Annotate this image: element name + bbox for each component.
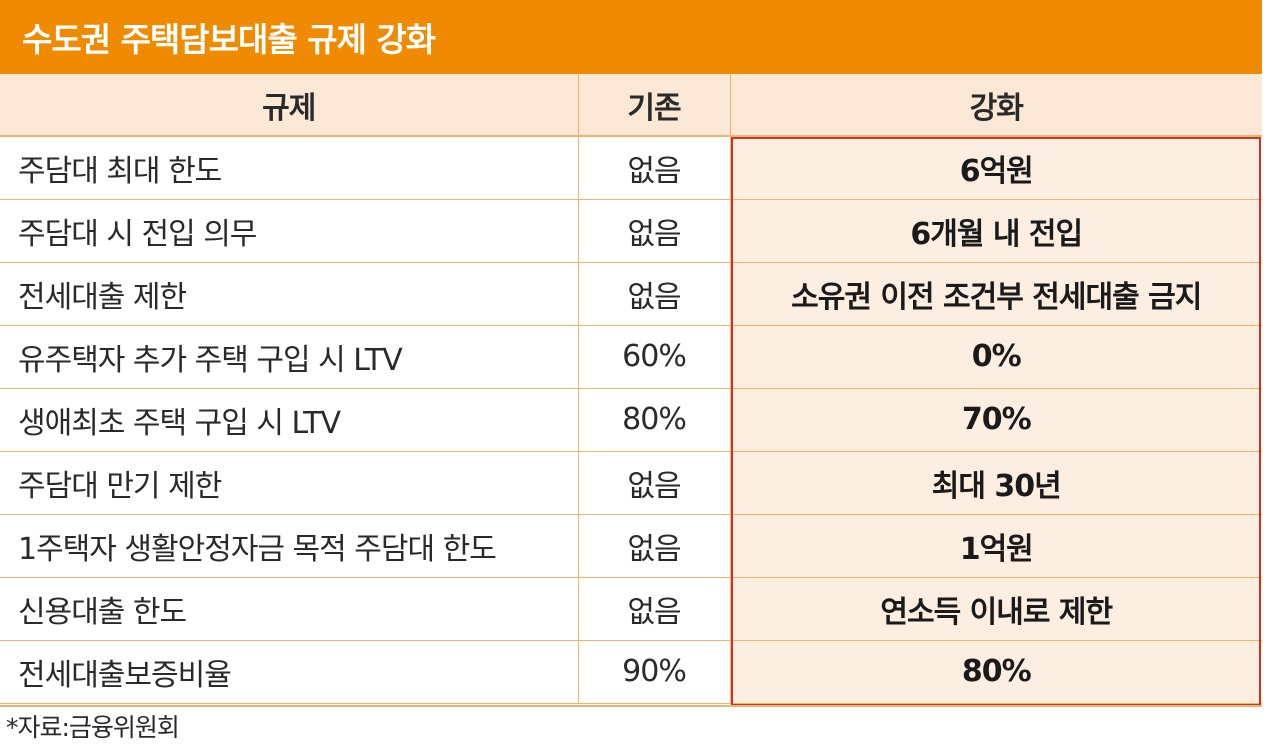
old-cell: 없음 xyxy=(578,262,731,326)
header-old: 기존 xyxy=(578,74,731,137)
new-cell: 70% xyxy=(730,388,1262,452)
table-row: 생애최초 주택 구입 시 LTV 80% 70% xyxy=(0,388,1262,452)
new-cell: 0% xyxy=(730,325,1262,389)
new-cell: 최대 30년 xyxy=(730,451,1262,515)
table-row: 주담대 시 전입 의무 없음 6개월 내 전입 xyxy=(0,199,1262,263)
rule-cell: 신용대출 한도 xyxy=(0,577,579,641)
rule-cell: 유주택자 추가 주택 구입 시 LTV xyxy=(0,325,579,389)
rule-cell: 전세대출보증비율 xyxy=(0,640,579,704)
old-cell: 없음 xyxy=(578,136,731,200)
header-new: 강화 xyxy=(730,74,1262,137)
new-cell: 6개월 내 전입 xyxy=(730,199,1262,263)
rule-cell: 주담대 최대 한도 xyxy=(0,136,579,200)
table-row: 전세대출보증비율 90% 80% xyxy=(0,640,1262,704)
header-rule: 규제 xyxy=(0,74,579,137)
table-row: 1주택자 생활안정자금 목적 주담대 한도 없음 1억원 xyxy=(0,514,1262,578)
rule-cell: 주담대 만기 제한 xyxy=(0,451,579,515)
table-header-row: 규제 기존 강화 xyxy=(0,74,1262,137)
rule-cell: 주담대 시 전입 의무 xyxy=(0,199,579,263)
old-cell: 90% xyxy=(578,640,731,704)
rule-cell: 생애최초 주택 구입 시 LTV xyxy=(0,388,579,452)
regulation-table: 규제 기존 강화 주담대 최대 한도 없음 6억원 주담대 시 전입 의무 없음… xyxy=(0,74,1262,704)
rule-cell: 1주택자 생활안정자금 목적 주담대 한도 xyxy=(0,514,579,578)
old-cell: 없음 xyxy=(578,514,731,578)
table-row: 신용대출 한도 없음 연소득 이내로 제한 xyxy=(0,577,1262,641)
old-cell: 없음 xyxy=(578,199,731,263)
table-bottom-divider xyxy=(0,705,1262,707)
new-cell: 80% xyxy=(730,640,1262,704)
old-cell: 80% xyxy=(578,388,731,452)
rule-cell: 전세대출 제한 xyxy=(0,262,579,326)
page-title: 수도권 주택담보대출 규제 강화 xyxy=(0,0,1262,74)
old-cell: 없음 xyxy=(578,577,731,641)
table-row: 주담대 만기 제한 없음 최대 30년 xyxy=(0,451,1262,515)
new-cell: 6억원 xyxy=(730,136,1262,200)
new-cell: 연소득 이내로 제한 xyxy=(730,577,1262,641)
table-row: 주담대 최대 한도 없음 6억원 xyxy=(0,136,1262,200)
old-cell: 없음 xyxy=(578,451,731,515)
old-cell: 60% xyxy=(578,325,731,389)
new-cell: 1억원 xyxy=(730,514,1262,578)
source-note: *자료:금융위원회 xyxy=(6,713,180,742)
table-row: 전세대출 제한 없음 소유권 이전 조건부 전세대출 금지 xyxy=(0,262,1262,326)
new-cell: 소유권 이전 조건부 전세대출 금지 xyxy=(730,262,1262,326)
table-row: 유주택자 추가 주택 구입 시 LTV 60% 0% xyxy=(0,325,1262,389)
